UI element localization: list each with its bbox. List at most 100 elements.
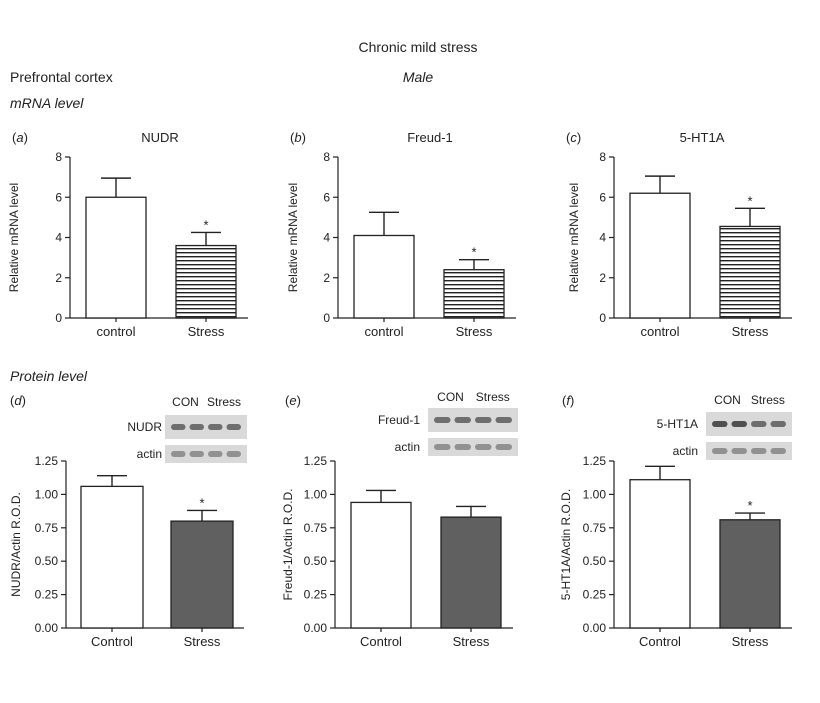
western-blot: CON Stress NUDR actin: [127, 395, 247, 463]
y-tick-label: 1.25: [583, 454, 607, 468]
blot-band: [454, 444, 471, 450]
blot-band: [171, 451, 186, 457]
blot-band: [434, 417, 451, 423]
x-tick-label: Control: [639, 634, 681, 649]
blot-band: [171, 424, 186, 430]
blot-band: [751, 448, 767, 454]
bar-stress: [719, 225, 781, 319]
x-tick-label: control: [640, 324, 679, 339]
y-tick-label: 4: [55, 231, 62, 245]
x-tick-label: Control: [91, 634, 133, 649]
bar-control: [85, 196, 147, 319]
blot-band: [226, 451, 241, 457]
significance-marker: *: [747, 498, 752, 513]
y-tick-label: 0: [55, 311, 62, 325]
panel-letter: (f): [562, 393, 574, 408]
y-tick-label: 2: [323, 271, 330, 285]
panel-d: (d) 0.00 0.25 0.50 0.75 1.00 1.25 NUDR/Actin R.…: [9, 393, 247, 649]
panel-letter-value: c: [570, 130, 577, 145]
panel-f: (f) 0.00 0.25 0.50 0.75 1.00 1.25 5-HT1A/Actin …: [559, 393, 792, 649]
blot-lane-label: CON: [172, 395, 199, 409]
significance-marker: *: [747, 193, 752, 208]
y-tick-label: 0.00: [304, 621, 328, 635]
blot-band: [495, 444, 512, 450]
y-axis-label: Freud-1/Actin R.O.D.: [281, 488, 295, 600]
y-axis-label: NUDR/Actin R.O.D.: [9, 492, 23, 597]
panel-letter-value: b: [294, 130, 301, 145]
y-tick-label: 0.50: [304, 554, 328, 568]
blot-lane-label: Stress: [751, 393, 785, 407]
blot-row-label: actin: [395, 440, 420, 454]
y-tick-label: 0.75: [304, 521, 328, 535]
panel-c: (c) 5-HT1A 0 2 4 6 8 Relative mRNA level control…: [566, 130, 792, 339]
y-tick-label: 8: [323, 150, 330, 164]
panel-letter: (e): [285, 393, 301, 408]
blot-band: [495, 417, 512, 423]
x-tick-label: Control: [360, 634, 402, 649]
y-tick-label: 0.25: [304, 588, 328, 602]
y-tick-label: 0.75: [583, 521, 607, 535]
y-tick-label: 8: [599, 150, 606, 164]
blot-row-label: actin: [137, 447, 162, 461]
blot-band: [189, 451, 204, 457]
panel-a: (a) NUDR 0 2 4 6 8 Relative mRNA level control St…: [7, 130, 248, 339]
mrna-heading: mRNA level: [10, 95, 84, 111]
y-tick-label: 8: [55, 150, 62, 164]
panel-letter: (a): [12, 130, 28, 145]
y-tick-label: 0.25: [35, 588, 59, 602]
western-blot: CON Stress 5-HT1A actin: [657, 393, 792, 460]
blot-band: [770, 448, 786, 454]
figure-title: Chronic mild stress: [358, 39, 477, 55]
y-tick-label: 1.00: [304, 487, 328, 501]
y-tick-label: 6: [599, 190, 606, 204]
y-tick-label: 1.00: [583, 487, 607, 501]
x-tick-label: control: [96, 324, 135, 339]
blot-band: [712, 448, 728, 454]
y-tick-label: 0.75: [35, 521, 59, 535]
significance-marker: *: [471, 245, 476, 260]
bar-stress: [443, 269, 505, 319]
bar-control: [629, 192, 691, 319]
significance-marker: *: [203, 217, 208, 232]
panel-letter-value: e: [289, 393, 296, 408]
panel-title: NUDR: [141, 130, 179, 145]
panel-letter: (d): [10, 393, 26, 408]
blot-band: [208, 451, 223, 457]
y-tick-label: 2: [599, 271, 606, 285]
x-tick-label: Stress: [732, 634, 769, 649]
panel-b: (b) Freud-1 0 2 4 6 8 Relative mRNA level contro…: [286, 130, 516, 339]
y-tick-label: 1.25: [304, 454, 328, 468]
y-tick-label: 2: [55, 271, 62, 285]
x-tick-label: Stress: [456, 324, 493, 339]
panel-letter-value: f: [566, 393, 571, 408]
bar-control: [350, 501, 412, 629]
panel-letter-value: a: [16, 130, 23, 145]
blot-row-label: actin: [673, 444, 698, 458]
y-tick-label: 1.00: [35, 487, 59, 501]
sex-label: Male: [403, 69, 434, 85]
blot-band: [770, 421, 786, 427]
blot-band: [712, 421, 728, 427]
y-tick-label: 4: [599, 231, 606, 245]
y-axis-label: 5-HT1A/Actin R.O.D.: [559, 489, 573, 600]
blot-strip: [706, 442, 792, 460]
panel-title: 5-HT1A: [680, 130, 725, 145]
y-tick-label: 6: [55, 190, 62, 204]
panel-e: (e) 0.00 0.25 0.50 0.75 1.00 1.25 Freud-1/Actin…: [281, 390, 518, 649]
blot-lane-label: CON: [714, 393, 741, 407]
bar-control: [629, 479, 691, 629]
protein-heading: Protein level: [10, 368, 88, 384]
bar-stress: [719, 519, 781, 629]
blot-band: [731, 421, 747, 427]
western-blot: CON Stress Freud-1 actin: [378, 390, 518, 456]
blot-row-label: 5-HT1A: [657, 417, 698, 431]
blot-band: [434, 444, 451, 450]
blot-band: [189, 424, 204, 430]
blot-row-label: Freud-1: [378, 413, 420, 427]
blot-lane-label: Stress: [207, 395, 241, 409]
y-tick-label: 0.25: [583, 588, 607, 602]
x-tick-label: Stress: [732, 324, 769, 339]
y-tick-label: 0.00: [35, 621, 59, 635]
blot-band: [454, 417, 471, 423]
